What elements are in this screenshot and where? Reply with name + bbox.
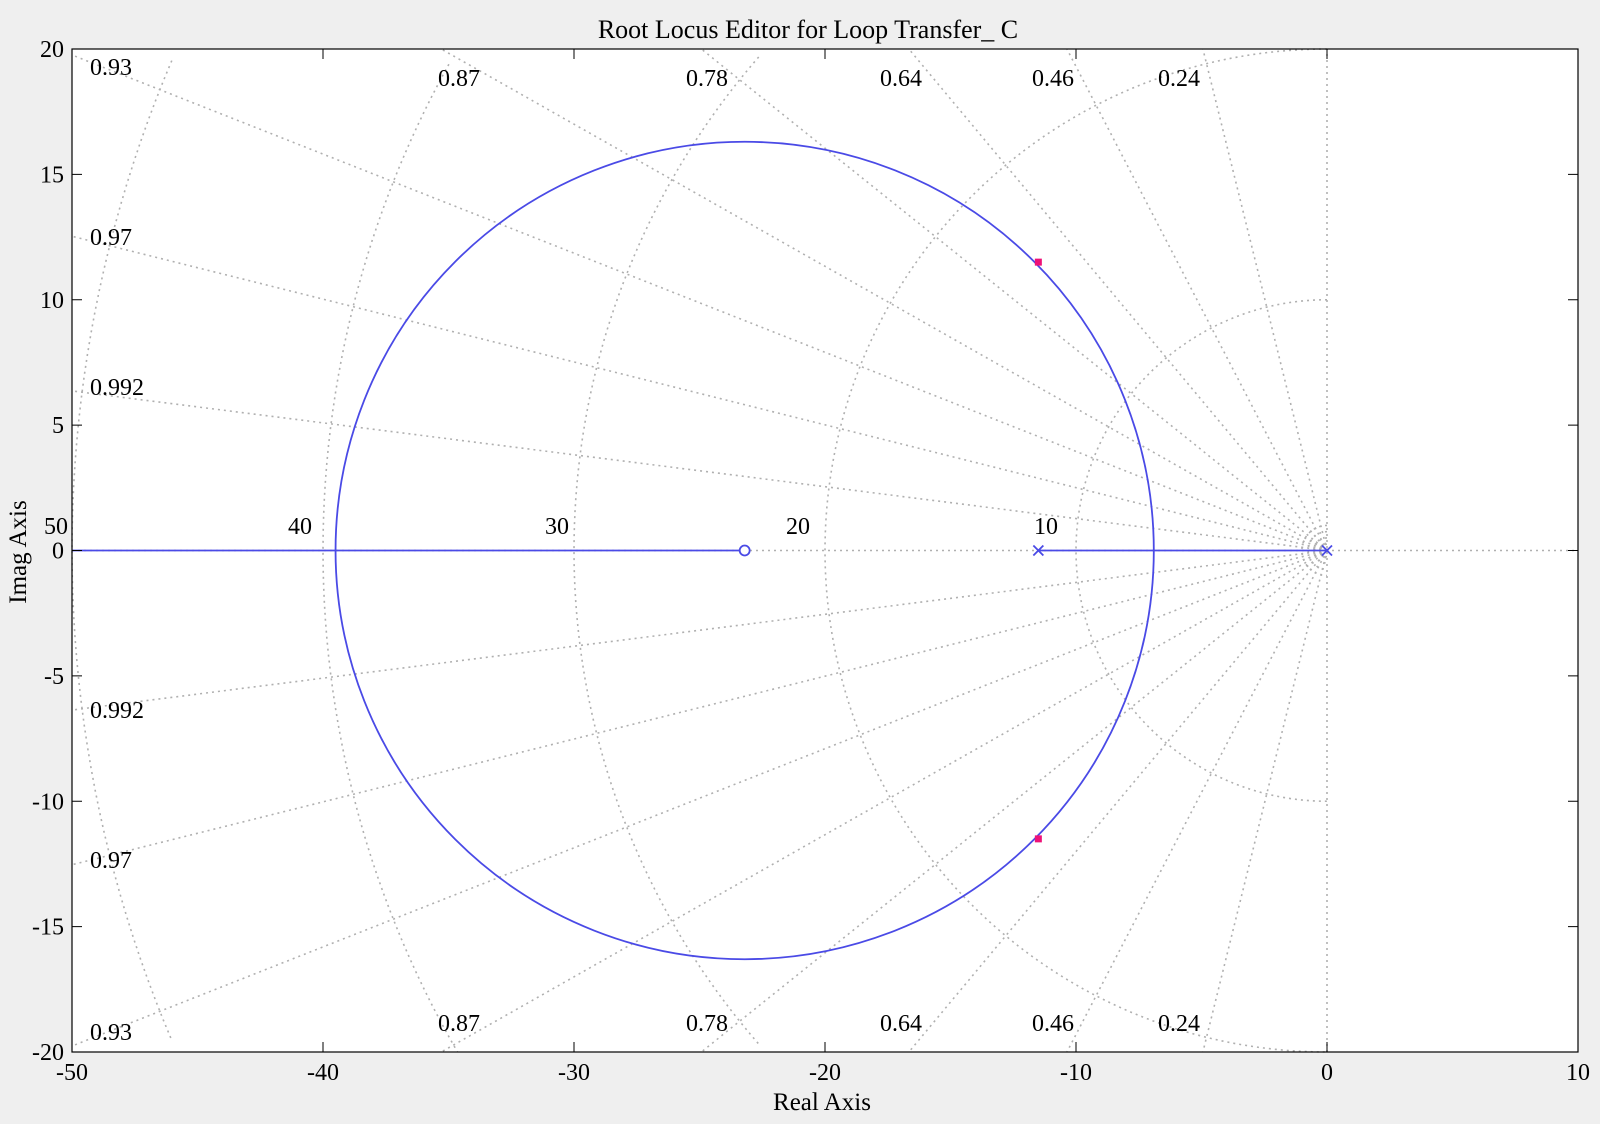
label-layer: 0.93 0.93 0.87 0.87 0.78 0.78 0.64 0.64 0.46 0.46… — [44, 55, 1200, 1046]
damping-ray — [908, 48, 1328, 552]
damping-label: 0.24 — [1158, 66, 1200, 92]
locus-layer — [72, 140, 1333, 961]
damping-label: 0.78 — [686, 66, 728, 92]
y-tick-label: 15 — [40, 162, 64, 188]
y-tick-label: 20 — [40, 37, 64, 63]
damping-label: 0.46 — [1032, 66, 1074, 92]
open-loop-zero-marker — [738, 544, 751, 557]
damping-ray — [440, 48, 1328, 552]
damping-label: 0.97 — [90, 225, 132, 251]
damping-label: 0.78 — [686, 1011, 728, 1037]
pole-stroke — [1321, 544, 1333, 557]
damping-label: 0.64 — [880, 1011, 922, 1037]
locus-circle-branch — [334, 140, 1155, 961]
frequency-arc — [322, 63, 459, 1053]
damping-ray — [1066, 48, 1328, 551]
damping-ray — [71, 390, 1328, 552]
damping-ray — [1202, 550, 1328, 1053]
y-axis-label: Imag Axis — [5, 500, 32, 603]
damping-ray — [700, 549, 1328, 1053]
open-loop-pole-marker — [1032, 544, 1044, 557]
damping-label: 0.93 — [90, 55, 132, 81]
x-tick-label: -30 — [558, 1060, 590, 1086]
x-tick-label: 10 — [1566, 1060, 1590, 1086]
damping-label: 0.992 — [90, 698, 144, 724]
grid-layer — [71, 48, 1578, 1053]
frequency-label: 20 — [786, 514, 810, 540]
damping-label: 0.46 — [1032, 1011, 1074, 1037]
damping-ray — [700, 48, 1328, 552]
y-tick-label: 5 — [52, 413, 64, 439]
damping-ray — [440, 549, 1328, 1053]
x-tick-label: -10 — [1060, 1060, 1092, 1086]
frequency-label: 40 — [288, 514, 312, 540]
x-tick-label: 0 — [1321, 1060, 1333, 1086]
frequency-label: 10 — [1034, 514, 1058, 540]
closed-loop-pole-marker — [1034, 258, 1042, 266]
chart-title: Root Locus Editor for Loop Transfer_ C — [598, 15, 1018, 44]
y-tick-label: 10 — [40, 288, 64, 314]
y-tick-label: -15 — [32, 915, 64, 941]
closed-loop-pole-marker — [1034, 835, 1042, 843]
damping-label: 0.64 — [880, 66, 922, 92]
frequency-arc — [1307, 530, 1328, 571]
x-tick-label: -40 — [307, 1060, 339, 1086]
damping-label: 0.87 — [438, 1011, 480, 1037]
damping-ray — [1066, 550, 1328, 1053]
damping-ray — [1202, 48, 1328, 551]
y-tick-label: -20 — [32, 1040, 64, 1066]
y-tick-label: 0 — [52, 539, 64, 565]
x-tick-label: -50 — [56, 1060, 88, 1086]
damping-ray — [908, 549, 1328, 1053]
frequency-arc — [1301, 524, 1328, 577]
damping-label: 0.93 — [90, 1020, 132, 1046]
y-tick-label: -10 — [32, 789, 64, 815]
x-axis-label: Real Axis — [773, 1089, 871, 1116]
frequency-label: 30 — [545, 514, 569, 540]
damping-label: 0.97 — [90, 848, 132, 874]
x-tick-label: -20 — [809, 1060, 841, 1086]
y-tick-label: -5 — [44, 664, 64, 690]
open-loop-pole-marker — [1321, 544, 1333, 557]
damping-ray — [71, 549, 1328, 711]
damping-label: 0.24 — [1158, 1011, 1200, 1037]
damping-label: 0.992 — [90, 375, 144, 401]
damping-label: 0.87 — [438, 66, 480, 92]
pole-stroke — [1032, 544, 1044, 557]
frequency-label: 50 — [44, 514, 68, 540]
